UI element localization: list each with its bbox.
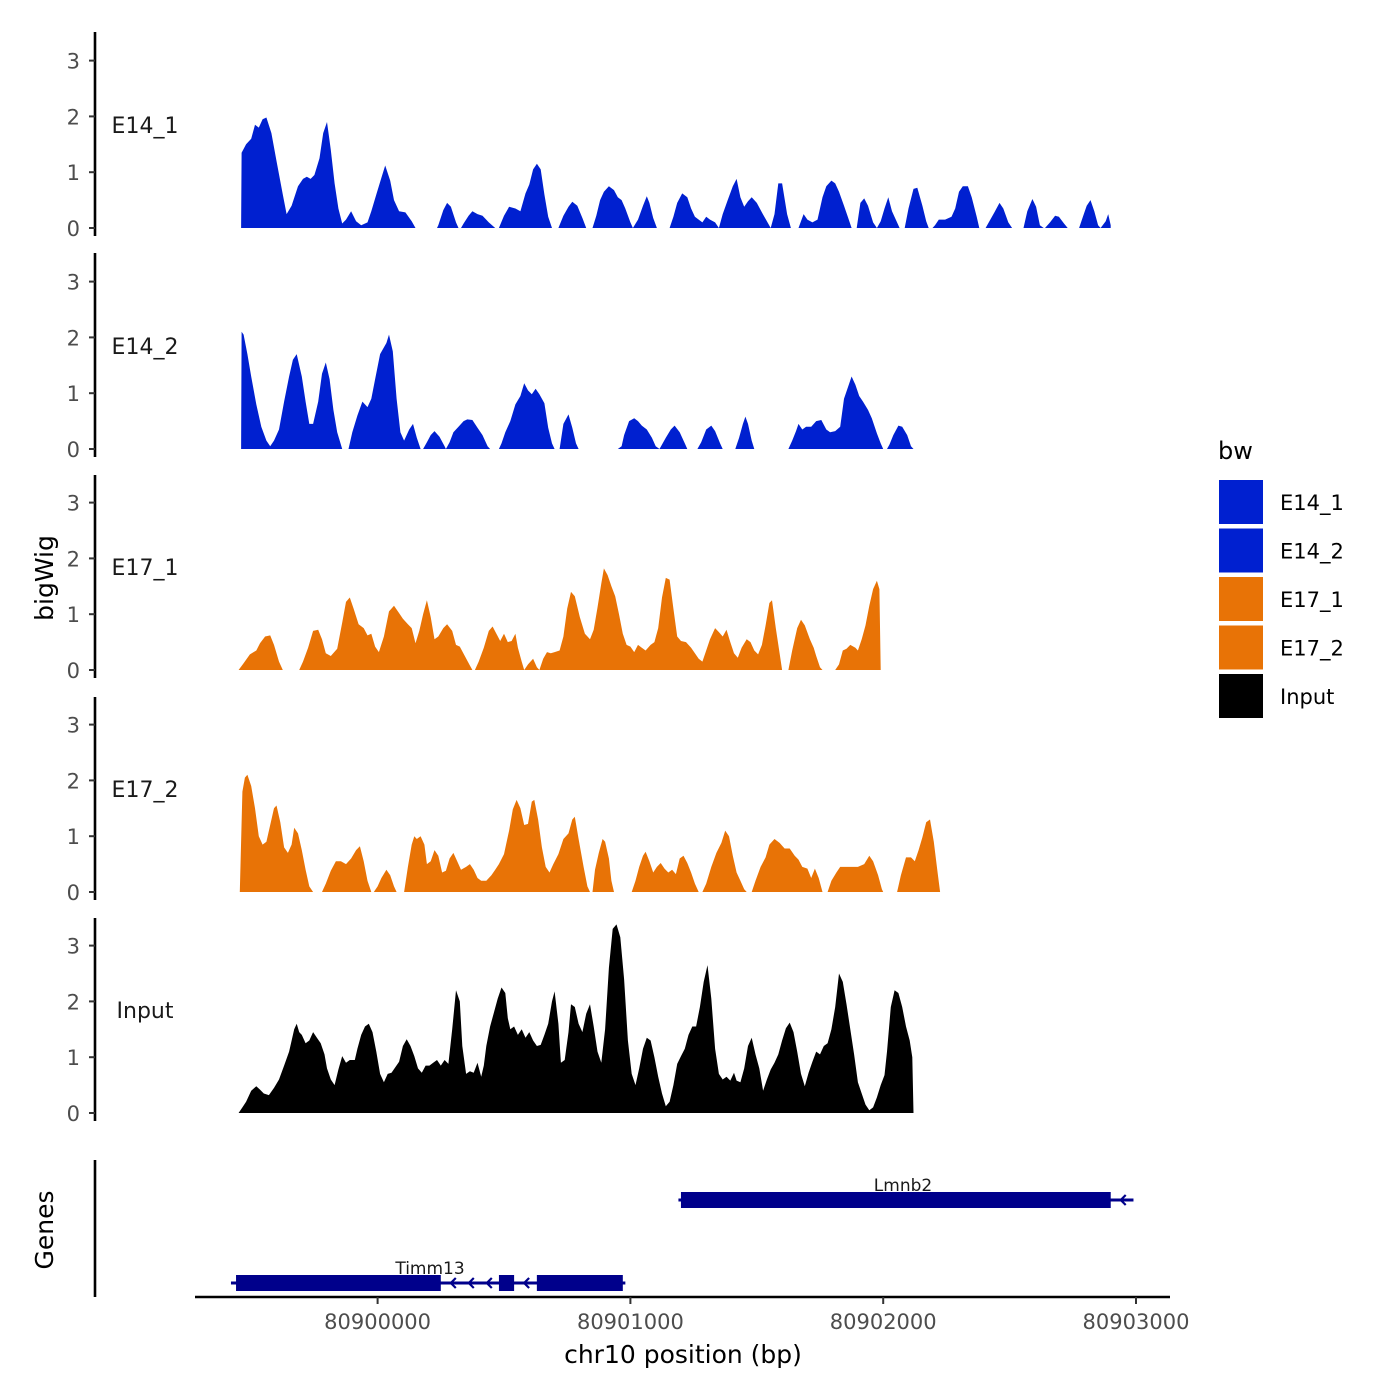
y-tick-label: 0 <box>67 438 80 462</box>
gene-exon <box>536 1275 623 1291</box>
y-tick-label: 3 <box>67 271 80 295</box>
coverage-area <box>238 568 881 670</box>
y-tick-label: 3 <box>67 492 80 516</box>
track-e17-1: 0 1 2 3 E17_1 <box>67 475 881 683</box>
genes-track: Timm13 Lmnb2 <box>93 1160 1134 1297</box>
strand-arrow <box>467 1277 475 1289</box>
y-tick-label: 1 <box>67 825 80 849</box>
strand-arrow <box>1119 1194 1127 1206</box>
legend-swatch <box>1219 480 1263 524</box>
y-tick-label: 2 <box>67 105 80 129</box>
strand-arrow <box>449 1277 457 1289</box>
y-tick-label: 0 <box>67 881 80 905</box>
gene-label: Lmnb2 <box>874 1176 932 1196</box>
genes-axis-title: Genes <box>30 1190 59 1269</box>
legend-swatch <box>1219 528 1263 573</box>
track-e14-1: 0 1 2 3 E14_1 <box>67 32 1111 241</box>
coverage-area <box>241 331 1006 449</box>
coverage-area <box>239 774 941 892</box>
legend: bw E14_1 E14_2 E17_1 E17_2 Input <box>1218 437 1344 718</box>
legend-item-label: Input <box>1280 685 1334 709</box>
track-input: 0 1 2 3 Input <box>67 918 914 1126</box>
y-tick-label: 3 <box>67 714 80 738</box>
coverage-area <box>241 117 1111 228</box>
y-tick-label: 1 <box>67 1046 80 1070</box>
track-label: E14_1 <box>112 114 179 139</box>
y-tick-label: 0 <box>67 1102 80 1126</box>
gene-exon <box>680 1192 1111 1208</box>
track-label: E14_2 <box>112 335 179 360</box>
track-e17-2: 0 1 2 3 E17_2 <box>67 697 941 905</box>
y-tick-label: 2 <box>67 326 80 350</box>
y-tick-label: 1 <box>67 161 80 185</box>
legend-item-label: E14_1 <box>1280 491 1344 516</box>
y-tick-label: 2 <box>67 990 80 1014</box>
y-tick-label: 3 <box>67 50 80 74</box>
gene-exon <box>498 1275 515 1291</box>
gene-exon <box>236 1275 441 1291</box>
strand-arrow <box>522 1277 530 1289</box>
y-tick-label: 2 <box>67 769 80 793</box>
track-label: E17_2 <box>112 778 179 803</box>
legend-swatch <box>1219 577 1263 621</box>
x-axis: 80900000 80901000 80902000 80903000 <box>195 1295 1190 1334</box>
x-tick-label: 80900000 <box>324 1310 431 1334</box>
x-tick-label: 80901000 <box>577 1310 684 1334</box>
legend-swatch <box>1219 674 1263 718</box>
coverage-tracks: 0 1 2 3 E14_1 0 1 2 3 E14_2 0 1 2 3 E17_1 0 1 2 3 E17_2 0 1 2 3… <box>67 32 1111 1126</box>
track-e14-2: 0 1 2 3 E14_2 <box>67 253 1006 462</box>
y-tick-label: 0 <box>67 217 80 241</box>
gene-timm13: Timm13 <box>230 1259 626 1291</box>
legend-item-label: E17_2 <box>1280 637 1344 662</box>
y-tick-label: 0 <box>67 659 80 683</box>
legend-swatch <box>1219 625 1263 670</box>
legend-title: bw <box>1218 437 1253 465</box>
track-label: Input <box>117 999 174 1024</box>
x-tick-label: 80903000 <box>1083 1310 1190 1334</box>
track-label: E17_1 <box>112 556 179 581</box>
y-tick-label: 3 <box>67 935 80 959</box>
x-tick-label: 80902000 <box>830 1310 937 1334</box>
coverage-area <box>238 924 914 1113</box>
gene-lmnb2: Lmnb2 <box>678 1176 1134 1208</box>
legend-item-label: E17_1 <box>1280 588 1344 613</box>
y-tick-label: 2 <box>67 547 80 571</box>
y-tick-label: 1 <box>67 382 80 406</box>
legend-item-label: E14_2 <box>1280 540 1344 565</box>
y-axis-title: bigWig <box>30 535 59 621</box>
x-axis-title: chr10 position (bp) <box>564 1340 802 1369</box>
strand-arrow <box>485 1277 493 1289</box>
gene-label: Timm13 <box>394 1259 464 1279</box>
y-tick-label: 1 <box>67 603 80 627</box>
